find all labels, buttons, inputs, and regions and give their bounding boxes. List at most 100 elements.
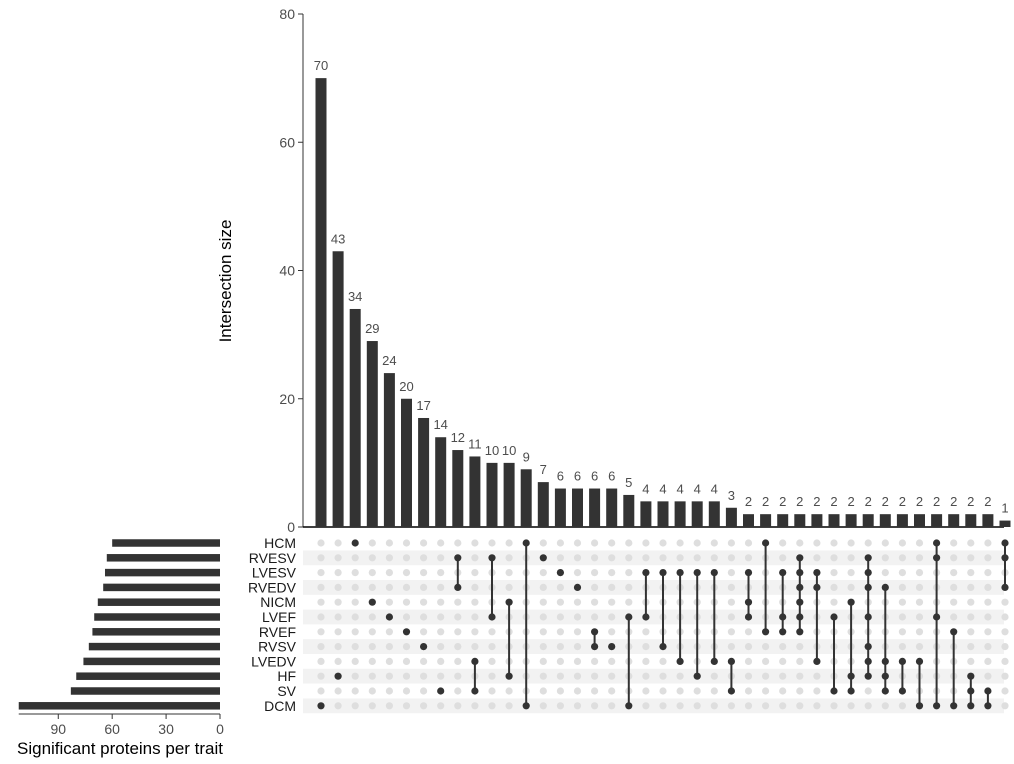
intersection-bars xyxy=(315,78,1011,527)
matrix-dot-empty xyxy=(710,687,718,695)
matrix-dot-empty xyxy=(539,583,547,592)
matrix-dot-empty xyxy=(659,657,667,666)
matrix-dot-filled xyxy=(710,657,718,666)
matrix-dot-empty xyxy=(608,702,616,710)
matrix-dot-empty xyxy=(454,702,462,710)
matrix-dot-filled xyxy=(915,657,924,666)
matrix-dot-empty xyxy=(1001,598,1009,606)
intersection-bar-label: 43 xyxy=(331,231,345,246)
matrix-dot-empty xyxy=(710,672,718,680)
matrix-dot-empty xyxy=(796,657,804,666)
matrix-dot-filled xyxy=(591,628,599,636)
matrix-dot-empty xyxy=(796,643,804,651)
matrix-dot-filled xyxy=(830,613,838,621)
matrix-dot-empty xyxy=(915,583,924,592)
matrix-dot-empty xyxy=(813,702,821,710)
matrix-dot-empty xyxy=(471,613,479,621)
matrix-dot-empty xyxy=(505,554,513,562)
matrix-dot-empty xyxy=(556,598,565,606)
intersection-bar xyxy=(640,501,652,527)
set-size-bar xyxy=(88,642,220,651)
matrix-dot-empty xyxy=(676,554,684,562)
intersection-bar-label: 20 xyxy=(399,379,413,394)
matrix-dot-empty xyxy=(471,628,479,636)
intersection-bar xyxy=(948,514,960,527)
matrix-dot-filled xyxy=(334,672,342,680)
matrix-dot-empty xyxy=(385,687,393,695)
matrix-dot-empty xyxy=(573,539,582,547)
matrix-dot-filled xyxy=(676,569,684,577)
matrix-dot-empty xyxy=(402,598,411,606)
matrix-dot-empty xyxy=(437,628,445,636)
matrix-dot-filled xyxy=(796,598,804,606)
intersection-bar xyxy=(657,501,669,527)
matrix-dot-empty xyxy=(505,539,513,547)
matrix-dot-empty xyxy=(984,554,992,562)
matrix-dot-empty xyxy=(642,672,650,680)
set-label: LVEF xyxy=(262,609,296,625)
matrix-dot-empty xyxy=(693,687,701,695)
intersection-bar xyxy=(435,437,447,527)
matrix-dot-empty xyxy=(539,657,547,666)
matrix-dot-filled xyxy=(779,613,787,621)
matrix-dot-empty xyxy=(830,583,838,592)
matrix-dot-empty xyxy=(830,702,838,710)
matrix-dot-filled xyxy=(779,628,787,636)
matrix-dot-empty xyxy=(317,672,325,680)
set-size-bar xyxy=(70,687,220,695)
set-size-bar xyxy=(76,672,221,680)
matrix-dot-empty xyxy=(744,672,753,680)
intersection-bar-label: 6 xyxy=(574,469,581,484)
intersection-bar-label: 70 xyxy=(314,58,328,73)
matrix-dot-empty xyxy=(385,598,393,606)
matrix-dot-empty xyxy=(556,702,565,710)
matrix-dot-empty xyxy=(1001,628,1009,636)
matrix-dot-empty xyxy=(539,613,547,621)
intersection-bar xyxy=(828,514,840,527)
matrix-dot-empty xyxy=(368,657,376,666)
matrix-dot-empty xyxy=(471,643,479,651)
matrix-dot-filled xyxy=(556,569,565,577)
matrix-dot-empty xyxy=(950,554,958,562)
matrix-dot-filled xyxy=(573,583,582,592)
set-size-tick-label: 30 xyxy=(158,721,174,737)
matrix-dot-empty xyxy=(813,539,821,547)
intersection-bar-label: 2 xyxy=(779,494,786,509)
matrix-dot-filled xyxy=(967,687,975,695)
matrix-dot-empty xyxy=(437,583,445,592)
matrix-dot-empty xyxy=(967,539,975,547)
matrix-dot-filled xyxy=(591,643,599,651)
matrix-dot-filled xyxy=(368,598,376,606)
matrix-dot-empty xyxy=(539,539,547,547)
intersection-bar-label: 6 xyxy=(557,469,564,484)
matrix-dot-empty xyxy=(437,539,445,547)
matrix-dot-empty xyxy=(967,583,975,592)
intersection-bar-label: 34 xyxy=(348,289,362,304)
matrix-dot-empty xyxy=(796,687,804,695)
matrix-dot-filled xyxy=(385,613,393,621)
matrix-dot-empty xyxy=(967,628,975,636)
matrix-dot-empty xyxy=(420,702,428,710)
matrix-dot-empty xyxy=(847,702,855,710)
matrix-dot-filled xyxy=(317,702,325,710)
matrix-dot-empty xyxy=(984,672,992,680)
matrix-dot-filled xyxy=(1001,539,1009,547)
intersection-bar xyxy=(965,514,977,527)
matrix-dot-empty xyxy=(420,657,428,666)
matrix-dot-empty xyxy=(420,687,428,695)
matrix-dot-filled xyxy=(744,598,753,606)
intersection-bar xyxy=(332,251,344,527)
matrix-dot-filled xyxy=(864,643,872,651)
set-label: RVEF xyxy=(259,624,296,640)
matrix-dot-empty xyxy=(967,554,975,562)
intersection-bar-label: 12 xyxy=(451,430,465,445)
matrix-dot-empty xyxy=(351,672,359,680)
matrix-dot-empty xyxy=(591,569,599,577)
intersection-bar xyxy=(708,501,720,527)
matrix-dot-empty xyxy=(779,657,787,666)
set-size-bar xyxy=(92,628,220,636)
matrix-dot-empty xyxy=(591,613,599,621)
matrix-dot-empty xyxy=(898,539,907,547)
matrix-dot-empty xyxy=(351,687,359,695)
matrix-dot-filled xyxy=(471,687,479,695)
